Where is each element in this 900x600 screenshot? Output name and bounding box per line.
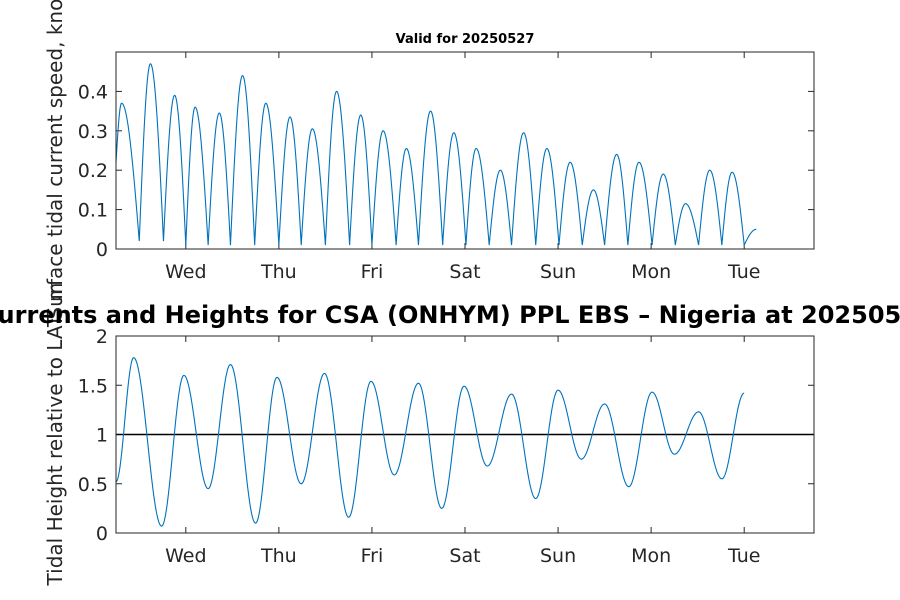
x-tick-label: Sun <box>540 545 576 567</box>
x-tick-label: Sat <box>449 545 480 567</box>
height-y-ticks: 0 0.5 1 1.5 2 <box>78 326 814 545</box>
y-tick-label: 0.2 <box>78 160 108 182</box>
y-tick-label: 0.4 <box>78 81 108 103</box>
x-tick-label: Fri <box>361 261 384 283</box>
y-tick-label: 0 <box>96 523 108 545</box>
x-tick-label: Tue <box>727 545 760 567</box>
y-tick-label: 0 <box>96 239 108 261</box>
x-tick-label: Wed <box>165 261 206 283</box>
tidal-height-line <box>115 357 745 527</box>
y-tick-label: 0.1 <box>78 200 108 222</box>
height-plot-frame <box>115 335 815 534</box>
y-tick-label: 1.5 <box>78 375 108 397</box>
y-tick-label: 1 <box>96 425 108 447</box>
tidal-height-panel: Tidal Height relative to LAT, m 0 0.5 1 1.5… <box>43 283 815 587</box>
y-tick-label: 2 <box>96 326 108 348</box>
height-y-axis-label: Tidal Height relative to LAT, m <box>43 283 67 587</box>
x-tick-label: Tue <box>727 261 760 283</box>
x-tick-label: Thu <box>260 545 297 567</box>
x-tick-label: Sun <box>540 261 576 283</box>
current-plot-background <box>116 52 814 249</box>
current-speed-line <box>115 63 757 248</box>
current-y-axis-label: Surface tidal current speed, knots <box>43 0 67 320</box>
current-plot-frame <box>115 51 815 250</box>
y-tick-label: 0.5 <box>78 474 108 496</box>
x-tick-label: Fri <box>361 545 384 567</box>
main-title: Tidal Currents and Heights for CSA (ONHY… <box>0 301 900 329</box>
current-panel-title: Valid for 20250527 <box>396 32 535 47</box>
y-tick-label: 0.3 <box>78 121 108 143</box>
x-tick-label: Sat <box>449 261 480 283</box>
height-x-ticks: Wed Thu Fri Sat Sun Mon Tue <box>165 336 760 567</box>
x-tick-label: Wed <box>165 545 206 567</box>
x-tick-label: Mon <box>631 261 671 283</box>
x-tick-label: Mon <box>631 545 671 567</box>
current-y-ticks: 0 0.1 0.2 0.3 0.4 <box>78 81 814 261</box>
current-speed-panel: Valid for 20250527 Surface tidal current… <box>43 0 815 320</box>
x-tick-label: Thu <box>260 261 297 283</box>
